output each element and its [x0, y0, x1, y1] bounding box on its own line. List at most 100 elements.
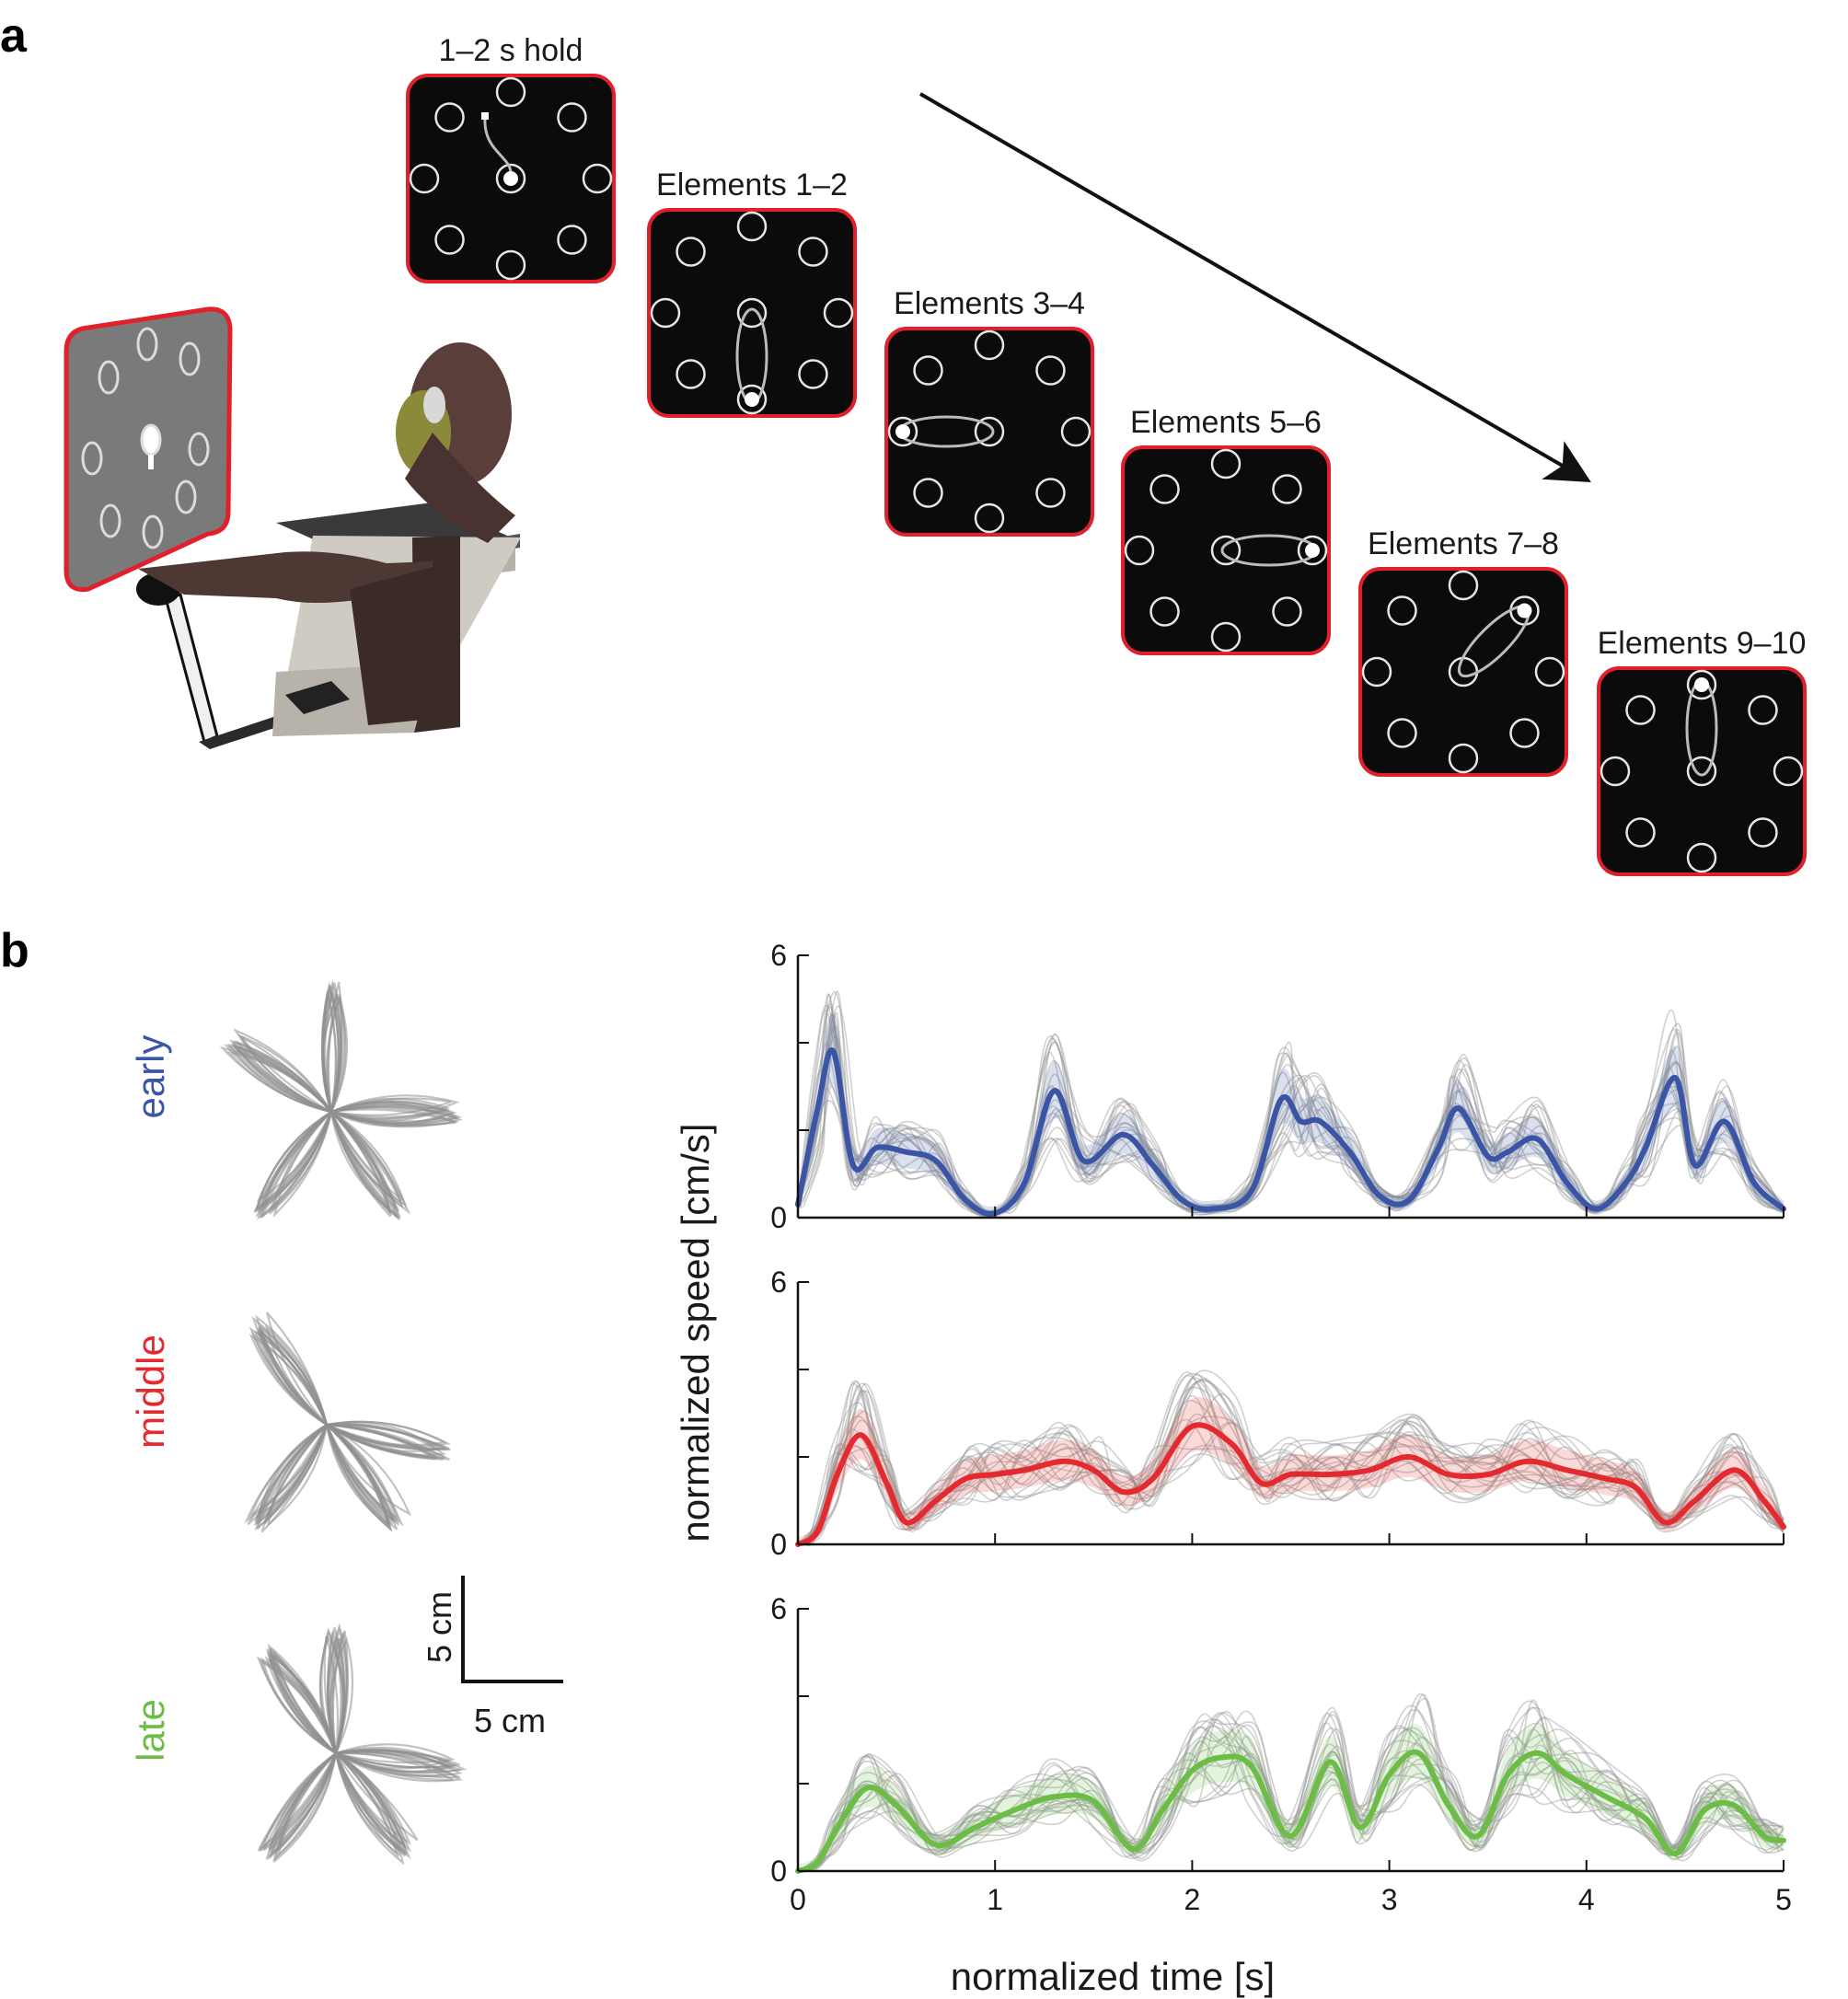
cursor: [481, 112, 489, 120]
peripheral-target: [1448, 570, 1479, 601]
trajectory-trace: [237, 1034, 332, 1114]
trial-trace: [798, 1706, 1784, 1872]
hand-position: [1694, 677, 1709, 692]
y-tick-label: 0: [770, 1855, 787, 1888]
y-tick-label: 0: [770, 1201, 787, 1234]
trial-trace: [798, 1042, 1780, 1214]
trial-trace: [799, 1710, 1784, 1872]
trial-trace: [797, 1712, 1784, 1872]
trajectory-trace: [254, 1424, 329, 1531]
peripheral-target: [736, 211, 768, 242]
peripheral-target: [650, 297, 681, 329]
trial-trace: [797, 994, 1784, 1214]
x-tick-label: 0: [790, 1883, 806, 1916]
trajectory-trace: [329, 1637, 345, 1754]
screen-caption-2: Elements 1–2: [656, 168, 848, 202]
peripheral-target: [1361, 656, 1392, 688]
trajectory-trace: [329, 1111, 399, 1220]
y-tick-label: 6: [770, 1265, 787, 1299]
y-tick-label: 6: [770, 1592, 787, 1625]
monkey-setup-illustration: [64, 306, 521, 749]
peripheral-target: [557, 102, 587, 133]
center-target: [1686, 756, 1717, 787]
x-tick-label: 4: [1578, 1883, 1595, 1916]
scale-bar-vertical-label: 5 cm: [421, 1591, 458, 1663]
screen-caption-1: 1–2 s hold: [439, 33, 583, 68]
screen-caption-4: Elements 5–6: [1130, 405, 1322, 440]
cursor-path: [483, 117, 513, 174]
variability-band: [798, 1013, 1784, 1219]
trial-trace: [801, 1373, 1784, 1545]
speed-chart-1: 06: [770, 939, 1786, 1234]
peripheral-target: [495, 76, 526, 108]
trajectory-trace: [260, 1752, 338, 1853]
peripheral-target: [1773, 756, 1804, 787]
trajectory-trace: [334, 1752, 400, 1859]
screen-caption-6: Elements 9–10: [1598, 626, 1807, 661]
trial-trace: [797, 1716, 1783, 1872]
trial-trace: [803, 1386, 1784, 1545]
variability-band: [798, 1724, 1784, 1872]
trajectory-trace: [259, 1329, 329, 1426]
peripheral-target: [557, 225, 587, 255]
x-tick-label: 2: [1184, 1883, 1201, 1916]
peripheral-target: [1387, 718, 1417, 748]
trial-trace: [799, 1003, 1784, 1215]
trajectory-star-early: [219, 979, 463, 1221]
monitor-icon: [64, 306, 233, 593]
trial-trace: [797, 1028, 1784, 1214]
trial-trace: [801, 1423, 1784, 1545]
peripheral-target: [1387, 595, 1417, 626]
trajectory-trace: [266, 1651, 338, 1754]
task-screen-3: Elements 3–4: [884, 286, 1094, 537]
peripheral-target: [1625, 817, 1656, 848]
hand-position: [745, 392, 759, 407]
trajectory-trace: [334, 1752, 405, 1866]
peripheral-target: [1124, 535, 1155, 566]
y-axis-title: normalized speed [cm/s]: [674, 1123, 717, 1542]
peripheral-target: [1210, 448, 1242, 480]
scale-bar: 5 cm 5 cm: [421, 1576, 563, 1739]
trial-trace: [797, 1011, 1784, 1216]
sequence-arrow: [918, 92, 1591, 483]
peripheral-target: [1686, 669, 1717, 700]
x-tick-label: 5: [1775, 1883, 1792, 1916]
trajectory-trace: [334, 1752, 412, 1846]
trajectory-trace: [226, 1050, 332, 1114]
trial-trace: [799, 1716, 1784, 1872]
trajectory-trace: [271, 1111, 333, 1214]
trial-trace: [798, 1377, 1784, 1545]
peripheral-target: [409, 163, 440, 194]
trial-trace: [797, 1393, 1784, 1545]
trajectory-trace: [276, 1752, 338, 1858]
hand-position: [503, 171, 518, 186]
peripheral-target: [1748, 695, 1778, 725]
peripheral-target: [1272, 474, 1302, 504]
trial-trace: [798, 1714, 1784, 1872]
peripheral-target: [1272, 596, 1302, 627]
peripheral-target: [1149, 474, 1180, 504]
center-target: [736, 297, 768, 329]
peripheral-target: [823, 297, 854, 329]
peripheral-target: [1686, 842, 1717, 873]
y-tick-label: 6: [770, 939, 787, 972]
task-screen-4: Elements 5–6: [1121, 405, 1331, 655]
trial-trace: [803, 1693, 1784, 1872]
peripheral-target: [676, 237, 706, 267]
trajectory-trace: [259, 1752, 337, 1851]
mean-speed-line-early: [795, 1046, 1786, 1217]
x-axis-title: normalized time [s]: [951, 1955, 1275, 1998]
trajectory-trace: [327, 998, 344, 1113]
peripheral-target: [974, 329, 1005, 361]
trajectory-trace: [330, 1103, 463, 1128]
trajectory-trace: [330, 1097, 451, 1123]
center-target: [974, 416, 1005, 447]
peripheral-target: [913, 355, 943, 386]
monkey-figure: [138, 342, 515, 725]
trial-trace: [797, 1719, 1783, 1872]
peripheral-target: [1600, 756, 1631, 787]
peripheral-target: [434, 102, 465, 133]
phase-label-middle: middle: [129, 1335, 172, 1449]
trajectory-trace: [268, 1111, 333, 1215]
variability-band: [798, 1396, 1784, 1544]
